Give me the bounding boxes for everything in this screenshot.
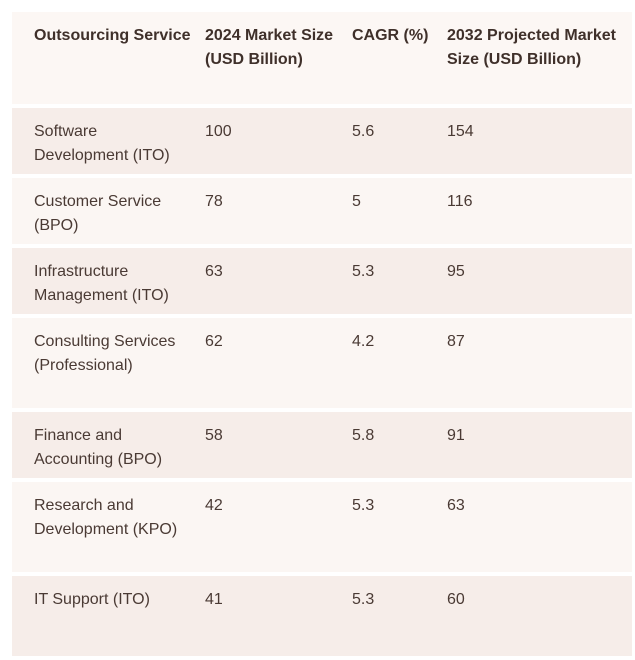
header-2024-market-size: 2024 Market Size (USD Billion) [205,27,334,68]
table-row: Finance and Accounting (BPO) 58 5.8 91 [12,412,632,478]
cell-2024-size: 42 [205,497,223,514]
cell-2032-size: 154 [447,123,474,140]
cell-service: Customer Service (BPO) [34,193,162,234]
cell-2032-size: 91 [447,427,465,444]
cell-service: Software Development (ITO) [34,123,170,164]
cell-cagr: 4.2 [352,333,375,350]
header-cagr: CAGR (%) [352,27,429,44]
cell-service: IT Support (ITO) [34,591,150,608]
cell-cagr: 5.6 [352,123,375,140]
table-row: Customer Service (BPO) 78 5 116 [12,178,632,244]
table-row: Infrastructure Management (ITO) 63 5.3 9… [12,248,632,314]
cell-2024-size: 63 [205,263,223,280]
cell-cagr: 5 [352,193,361,210]
table-row: Research and Development (KPO) 42 5.3 63 [12,482,632,572]
cell-2032-size: 63 [447,497,465,514]
cell-2032-size: 87 [447,333,465,350]
header-2032-projected-market-size: 2032 Projected Market Size (USD Billion) [447,27,616,68]
cell-cagr: 5.3 [352,497,375,514]
cell-service: Infrastructure Management (ITO) [34,263,169,304]
table-row: Software Development (ITO) 100 5.6 154 [12,108,632,174]
cell-service: Consulting Services (Professional) [34,333,176,374]
cell-cagr: 5.3 [352,591,375,608]
cell-cagr: 5.8 [352,427,375,444]
cell-2024-size: 41 [205,591,223,608]
market-size-table: Outsourcing Service 2024 Market Size (US… [12,12,632,660]
cell-service: Finance and Accounting (BPO) [34,427,163,468]
table-row: IT Support (ITO) 41 5.3 60 [12,576,632,656]
table-header-row: Outsourcing Service 2024 Market Size (US… [12,12,632,104]
cell-cagr: 5.3 [352,263,375,280]
cell-2024-size: 62 [205,333,223,350]
cell-2024-size: 58 [205,427,223,444]
cell-service: Research and Development (KPO) [34,497,178,538]
cell-2032-size: 116 [447,193,473,210]
header-outsourcing-service: Outsourcing Service [34,27,191,44]
cell-2024-size: 78 [205,193,223,210]
cell-2032-size: 60 [447,591,465,608]
table-row: Consulting Services (Professional) 62 4.… [12,318,632,408]
cell-2024-size: 100 [205,123,232,140]
cell-2032-size: 95 [447,263,465,280]
